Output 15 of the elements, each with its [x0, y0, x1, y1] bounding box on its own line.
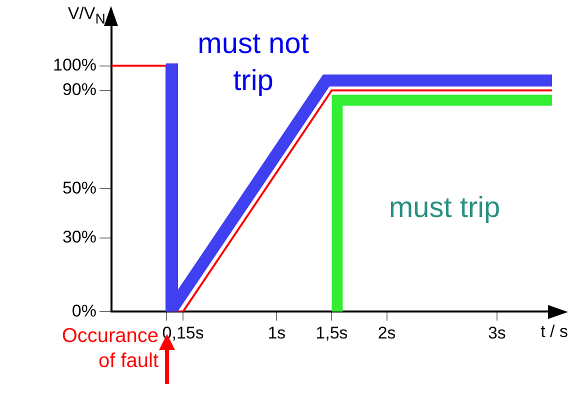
y-tick-label: 90%	[62, 80, 96, 100]
y-tick-label: 30%	[62, 228, 96, 247]
y-tick-label: 50%	[62, 178, 96, 198]
annotation: must not trip	[196, 27, 310, 99]
text: Occurance of fault	[60, 324, 159, 374]
x-tick-label: 0,15s	[162, 323, 204, 342]
x-tick-label: 1s	[268, 323, 286, 342]
annotation: must trip	[389, 192, 500, 225]
x-tick-label: 1,5s	[316, 323, 348, 342]
x-tick-label: 2s	[378, 323, 396, 342]
y-tick-label: 0%	[72, 301, 96, 320]
y-tick-label: 100%	[52, 55, 96, 74]
x-axis-title: t / s	[540, 322, 568, 342]
y-axis-title: V/V$_{N}$	[68, 4, 106, 28]
x-tick-label: 3s	[488, 323, 506, 342]
